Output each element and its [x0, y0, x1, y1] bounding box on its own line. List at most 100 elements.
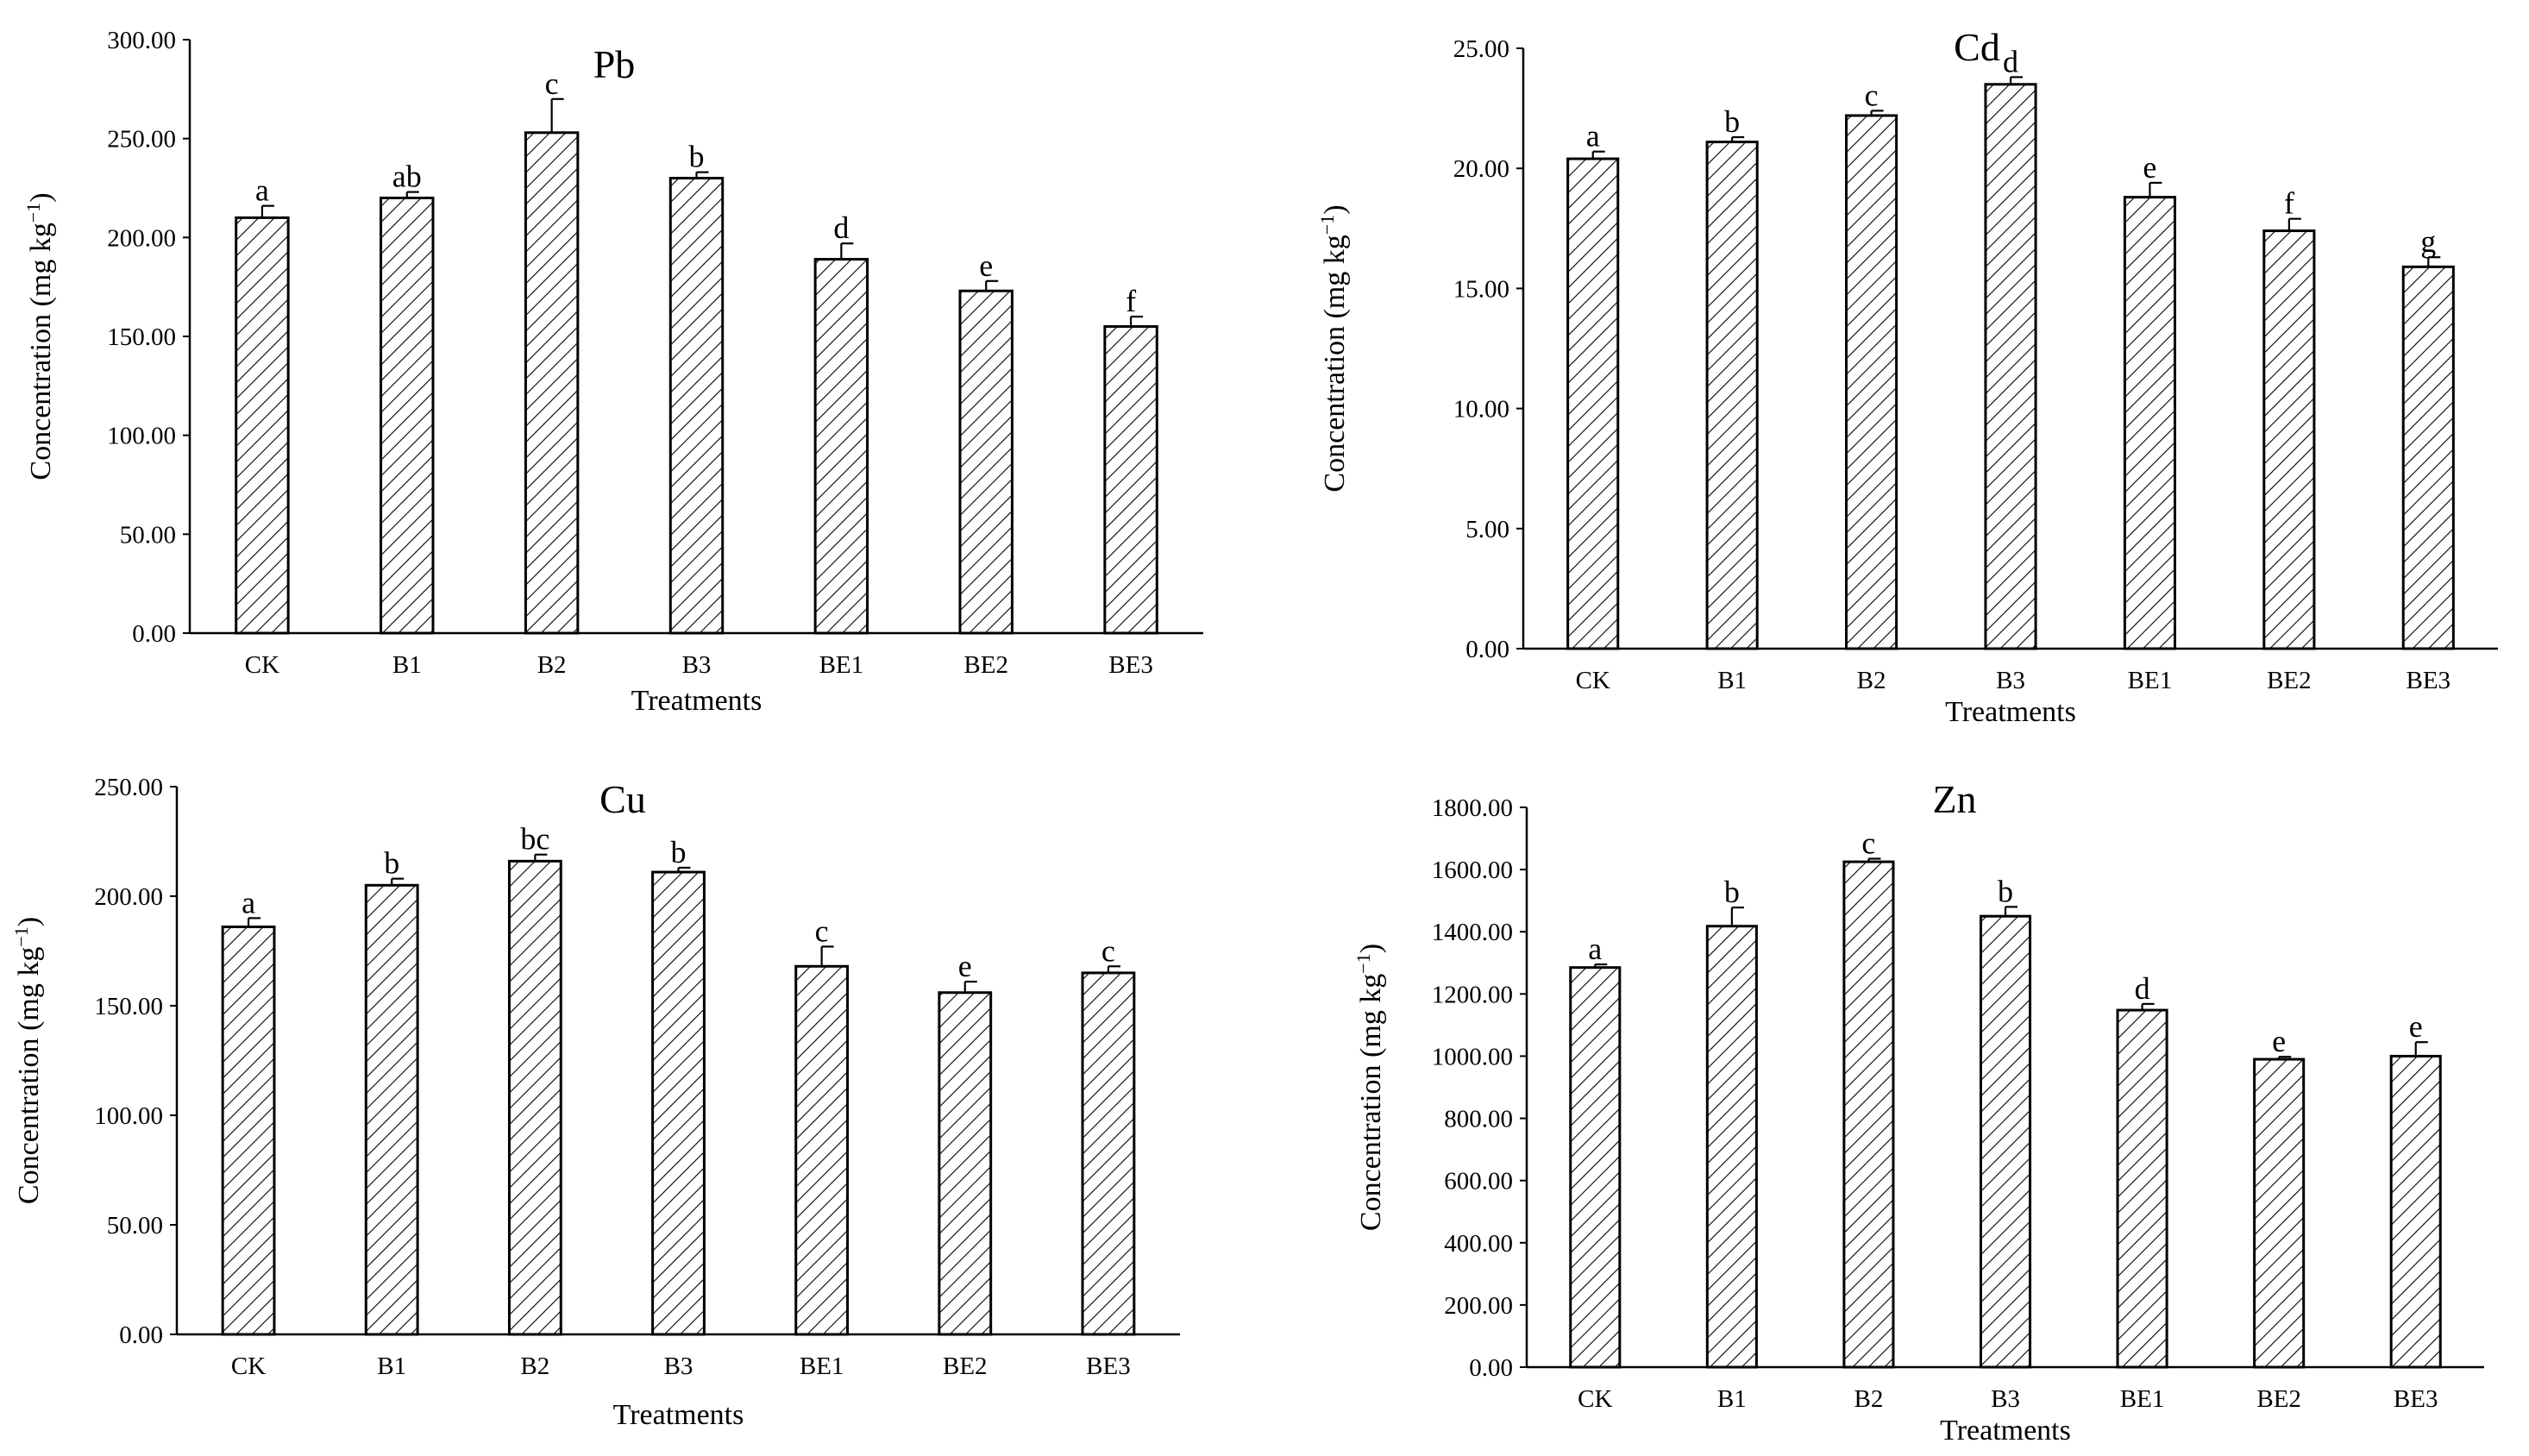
y-axis-title: Concentration (mg kg−1) [10, 917, 46, 1204]
bar-ck [235, 216, 290, 635]
x-tick-label: B2 [520, 1352, 549, 1380]
chart-cd: 0.00 5.00 10.00 15.00 20.00 25.00 a CK b B1 c B2 d B3… [1316, 25, 2498, 728]
y-axis-title: Concentration (mg kg−1) [1352, 944, 1388, 1231]
x-tick-label: BE2 [943, 1352, 988, 1380]
x-tick-label: BE3 [2407, 667, 2451, 694]
bar-b2 [1842, 860, 1895, 1369]
significance-letter: f [2284, 186, 2294, 221]
y-tick-label: 0.00 [1465, 636, 1509, 663]
x-tick-label: BE2 [2267, 667, 2312, 694]
x-tick-label: B3 [1991, 1385, 2020, 1413]
bar-be3 [1081, 971, 1136, 1336]
x-tick-label: CK [231, 1352, 266, 1380]
y-tick-label: 250.00 [107, 126, 176, 154]
x-tick-label: BE1 [819, 651, 864, 679]
significance-letter: b [689, 140, 705, 174]
x-tick-label: B3 [682, 651, 712, 679]
y-tick-label: 200.00 [94, 883, 163, 911]
significance-letter: c [1861, 825, 1875, 860]
significance-letter: g [2420, 224, 2436, 259]
x-axis-title: Treatments [613, 1399, 744, 1431]
chart-title: Cu [599, 777, 646, 821]
x-tick-label: B1 [377, 1352, 406, 1380]
significance-letter: bc [520, 822, 549, 857]
x-tick-label: BE1 [800, 1352, 844, 1380]
x-axis-title: Treatments [1945, 696, 2076, 728]
x-tick-label: BE1 [2128, 667, 2173, 694]
y-tick-label: 0.00 [119, 1321, 163, 1349]
bar-b3 [668, 177, 725, 635]
x-tick-label: B2 [1854, 1385, 1884, 1413]
significance-letter: c [815, 913, 829, 948]
bar-be1 [794, 964, 850, 1336]
significance-letter: c [545, 66, 559, 101]
x-axis-title: Treatments [1940, 1415, 2071, 1447]
chart-title: Zn [1932, 777, 1976, 821]
significance-letter: b [1724, 875, 1740, 909]
x-axis-title: Treatments [631, 685, 762, 717]
y-tick-label: 50.00 [120, 521, 176, 549]
significance-letter: e [2272, 1024, 2286, 1058]
bar-be1 [2116, 1008, 2168, 1369]
significance-letter: c [1865, 78, 1879, 112]
significance-letter: e [979, 248, 993, 283]
significance-letter: f [1126, 284, 1136, 318]
x-tick-label: BE1 [2120, 1385, 2165, 1413]
x-tick-label: BE3 [1108, 651, 1153, 679]
x-tick-label: B1 [1717, 667, 1747, 694]
y-axis-title: Concentration (mg kg−1) [1316, 204, 1352, 492]
significance-letter: b [1724, 104, 1740, 139]
x-tick-label: BE2 [963, 651, 1008, 679]
bar-ck [1569, 966, 1622, 1369]
x-tick-label: B2 [537, 651, 567, 679]
significance-letter: c [1101, 933, 1115, 968]
x-tick-label: CK [1576, 667, 1610, 694]
significance-letter: a [255, 173, 269, 208]
chart-zn: 0.00 200.00 400.00 600.00 800.00 1000.00 1200.… [1352, 777, 2484, 1447]
x-tick-label: CK [1578, 1385, 1612, 1413]
x-tick-label: BE3 [2394, 1385, 2438, 1413]
y-tick-label: 1400.00 [1432, 919, 1513, 946]
chart-title: Cd [1954, 25, 2000, 69]
bar-b3 [1984, 83, 2037, 650]
y-tick-label: 0.00 [132, 620, 176, 648]
bar-be3 [2389, 1054, 2442, 1369]
bar-b1 [1705, 141, 1759, 650]
bar-b2 [507, 859, 562, 1336]
bar-ck [1566, 157, 1620, 650]
y-tick-label: 5.00 [1465, 516, 1509, 543]
y-tick-label: 15.00 [1453, 275, 1509, 303]
x-tick-label: B3 [664, 1352, 693, 1380]
x-tick-label: B3 [1996, 667, 2025, 694]
y-tick-label: 150.00 [94, 993, 163, 1020]
bar-b3 [651, 870, 706, 1336]
y-tick-label: 100.00 [107, 423, 176, 450]
significance-letter: a [1586, 119, 1600, 154]
y-tick-label: 200.00 [107, 224, 176, 252]
bar-be2 [2253, 1057, 2306, 1369]
y-tick-label: 250.00 [94, 774, 163, 801]
y-tick-label: 800.00 [1444, 1106, 1513, 1133]
significance-letter: a [1588, 932, 1602, 966]
bar-b2 [524, 131, 580, 635]
x-tick-label: CK [245, 651, 279, 679]
significance-letter: d [833, 210, 849, 245]
significance-letter: e [2143, 150, 2156, 185]
bar-b1 [364, 883, 419, 1336]
bar-b3 [1979, 914, 2032, 1369]
bar-ck [221, 926, 276, 1336]
y-tick-label: 150.00 [107, 323, 176, 351]
bar-b2 [1845, 114, 1898, 650]
bar-be2 [958, 289, 1013, 635]
bar-b1 [1705, 925, 1758, 1369]
y-tick-label: 600.00 [1444, 1168, 1513, 1196]
y-tick-label: 100.00 [94, 1102, 163, 1130]
y-tick-label: 400.00 [1444, 1230, 1513, 1258]
chart-pb: 0.00 50.00 100.00 150.00 200.00 250.00 300.00 a… [22, 27, 1203, 717]
x-tick-label: B2 [1857, 667, 1886, 694]
bar-be1 [2123, 196, 2176, 650]
bar-be1 [813, 258, 869, 635]
x-tick-label: B1 [392, 651, 422, 679]
y-tick-label: 1200.00 [1432, 981, 1513, 1008]
